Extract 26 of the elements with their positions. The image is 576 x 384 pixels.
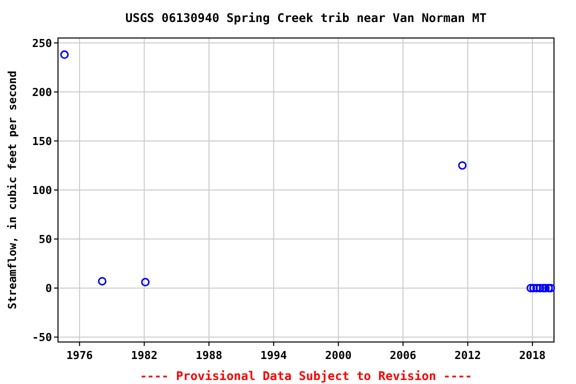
point [526,284,536,292]
y-axis-title: Streamflow, in cubic feet per second [6,70,19,310]
x-tick-label: 1982 [131,349,158,362]
point [141,278,150,286]
text: ---- Provisional Data Subject to Revision ---- [140,369,472,383]
point [546,284,556,292]
point [98,276,106,286]
x-tick-label: 2012 [454,349,481,362]
y-tick-label: -50 [32,331,52,344]
x-tick-label: 1994 [260,349,288,362]
y-tick-label: 100 [32,184,52,197]
point [529,284,538,292]
y-tick-label: 250 [32,36,52,50]
y-tick-label: 150 [32,134,52,148]
y-tick-label: 50 [38,233,52,246]
x-tick-label: 1988 [196,349,222,362]
point [544,284,553,292]
y-tick-label: 0 [45,282,52,296]
point [458,161,467,170]
chart-title: USGS 06130940 Spring Creek trib near Van Norman MT [125,11,487,25]
point [60,50,69,59]
x-tick-label: 2006 [390,349,417,362]
x-tick-label: 2018 [519,349,546,362]
x-tick-label: 1976 [66,349,94,362]
y-tick-label: 200 [32,86,52,99]
x-tick-label: 2000 [325,349,352,362]
